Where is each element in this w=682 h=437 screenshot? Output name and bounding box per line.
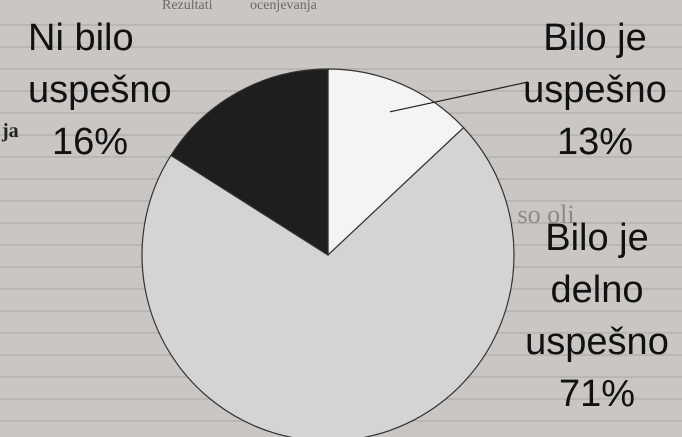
background-text-line (0, 24, 682, 26)
leader-line-bilo-uspesno (389, 81, 529, 113)
slice-label-line: Bilo je (543, 17, 647, 59)
slice-percent-label: 71% (558, 373, 636, 415)
pie-slice-0 (327, 68, 465, 257)
background-text-fragment: Rezultati (162, 0, 213, 13)
pie-slice-2 (170, 68, 329, 257)
slice-percent-label: 16% (52, 121, 129, 163)
slice-label-bilo-uspesno: Bilo je uspešno 13% (520, 12, 670, 168)
slice-label-line: uspešno (525, 321, 669, 363)
slice-label-line: uspešno (28, 69, 172, 111)
background-text-fragment: ocenjevanja (250, 0, 317, 13)
slice-label-line: Bilo je (545, 217, 649, 259)
background-text-line (0, 46, 682, 48)
slice-label-bilo-delno-uspesno: Bilo je delno uspešno 71% (522, 212, 672, 420)
background-text-fragment: ja (2, 120, 19, 142)
slice-label-line: uspešno (523, 69, 667, 111)
slice-percent-label: 13% (556, 121, 634, 163)
slice-label-line: delno (550, 269, 644, 311)
slice-label-ni-bilo-uspesno: Ni bilo uspešno 16% (28, 12, 172, 168)
slice-label-line: Ni bilo (28, 17, 134, 59)
pie-slice-1 (141, 126, 515, 437)
